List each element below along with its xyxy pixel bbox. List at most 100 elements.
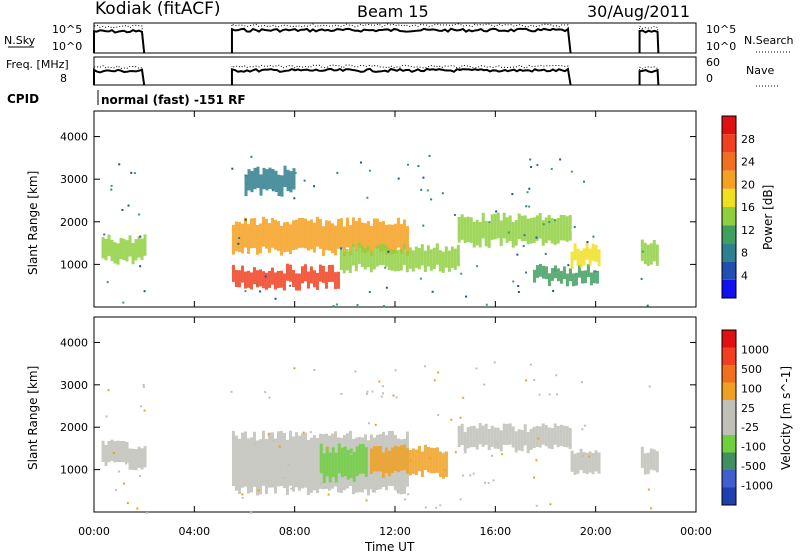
scatter-band-2 (300, 217, 304, 248)
scatter-band-2 (276, 221, 280, 251)
scatter-point (136, 507, 139, 510)
scatter-band-4 (562, 425, 566, 447)
scatter-band-2 (325, 446, 329, 477)
scatter-point (554, 269, 557, 272)
scatter-band-5 (544, 266, 548, 280)
scatter-band-1 (273, 438, 277, 494)
scatter-point (139, 265, 142, 268)
scatter-band-4 (547, 427, 551, 449)
scatter-band-6 (271, 168, 275, 191)
scatter-point (392, 394, 395, 397)
scatter-band-6 (265, 169, 269, 191)
y-tick-label: 4000 (60, 131, 88, 144)
scatter-band-3 (375, 446, 379, 472)
scatter-band-3 (435, 243, 439, 265)
scatter-band-2 (273, 219, 277, 250)
scatter-band-1 (306, 440, 310, 496)
scatter-band-6 (579, 448, 583, 471)
scatter-point (117, 460, 120, 463)
scatter-band-0 (134, 449, 138, 471)
scatter-band-1 (261, 271, 265, 289)
scatter-point (430, 198, 433, 201)
scatter-band-1 (231, 430, 235, 487)
scatter-band-2 (349, 448, 353, 479)
power-colorbar-label: Power [dB] (761, 185, 775, 250)
scatter-point (459, 416, 462, 419)
scatter-band-1 (294, 432, 298, 488)
scatter-point (429, 457, 432, 460)
scatter-point (115, 488, 118, 491)
scatter-band-4 (499, 430, 503, 452)
scatter-point (142, 385, 145, 388)
scatter-point (417, 165, 420, 168)
scatter-band-4 (457, 216, 461, 243)
scatter-band-2 (318, 219, 322, 249)
scatter-band-6 (292, 168, 296, 190)
series-line-1 (93, 23, 659, 54)
scatter-band-5 (571, 273, 575, 287)
scatter-point (548, 393, 551, 396)
scatter-point (230, 390, 233, 393)
scatter-band-6 (573, 453, 577, 475)
scatter-band-1 (252, 267, 256, 285)
scatter-band-5 (595, 270, 599, 284)
scatter-point (650, 507, 653, 510)
scatter-band-4 (541, 220, 545, 246)
scatter-band-0 (101, 237, 105, 259)
scatter-band-2 (297, 218, 301, 248)
scatter-point (123, 482, 126, 485)
scatter-point (140, 405, 143, 408)
scatter-band-1 (252, 431, 256, 487)
colorbar-segment (722, 382, 736, 400)
scatter-point (525, 271, 528, 274)
scatter-band-0 (107, 441, 111, 463)
scatter-band-2 (375, 218, 379, 249)
scatter-band-3 (387, 450, 391, 477)
scatter-point (143, 409, 146, 412)
scatter-point (536, 164, 539, 167)
scatter-point (553, 219, 556, 222)
velocity-colorbar: 1000 500 100 25 -25 -100 -500 -1000 (721, 329, 773, 506)
scatter-band-4 (469, 426, 473, 448)
scatter-point (460, 272, 463, 275)
scatter-band-4 (559, 214, 563, 241)
scatter-band-4 (565, 216, 569, 242)
scatter-point (424, 365, 427, 368)
scatter-point (294, 171, 297, 174)
scatter-point (450, 418, 453, 421)
scatter-band-4 (466, 427, 470, 449)
scatter-band-4 (538, 212, 542, 239)
scatter-band-3 (420, 244, 424, 266)
cpid-value: normal (fast) -151 RF (101, 93, 246, 107)
scatter-point (465, 295, 468, 298)
y-tick-label: 2000 (60, 216, 88, 229)
scatter-band-4 (499, 220, 503, 247)
scatter-band-3 (417, 445, 421, 472)
scatter-band-8 (588, 248, 592, 266)
scatter-band-2 (357, 217, 361, 248)
scatter-band-3 (411, 448, 415, 474)
scatter-point (257, 489, 260, 492)
colorbar-segment (722, 152, 736, 171)
x-axis-ticks: 00:00 04:00 08:00 12:00 16:00 20:00 00:00 (78, 111, 712, 538)
scatter-band-2 (331, 447, 335, 477)
scatter-band-4 (517, 213, 521, 240)
scatter-point (264, 275, 267, 278)
scatter-point (538, 393, 541, 396)
colorbar-segment (722, 330, 736, 348)
scatter-band-4 (463, 217, 467, 243)
scatter-band-3 (405, 448, 409, 474)
scatter-point (268, 396, 271, 399)
scatter-band-0 (107, 234, 111, 256)
scatter-band-1 (285, 439, 289, 495)
scatter-point (332, 305, 335, 308)
scatter-point (435, 506, 438, 509)
scatter-band-8 (573, 243, 577, 261)
scatter-band-2 (291, 220, 295, 251)
scatter-band-1 (246, 270, 250, 288)
scatter-band-3 (372, 446, 376, 472)
freq-panel: Freq. [MHz] 8 60 0 Nave (6, 56, 780, 87)
scatter-band-0 (101, 440, 105, 462)
scatter-band-8 (597, 249, 601, 267)
scatter-band-4 (493, 213, 497, 240)
